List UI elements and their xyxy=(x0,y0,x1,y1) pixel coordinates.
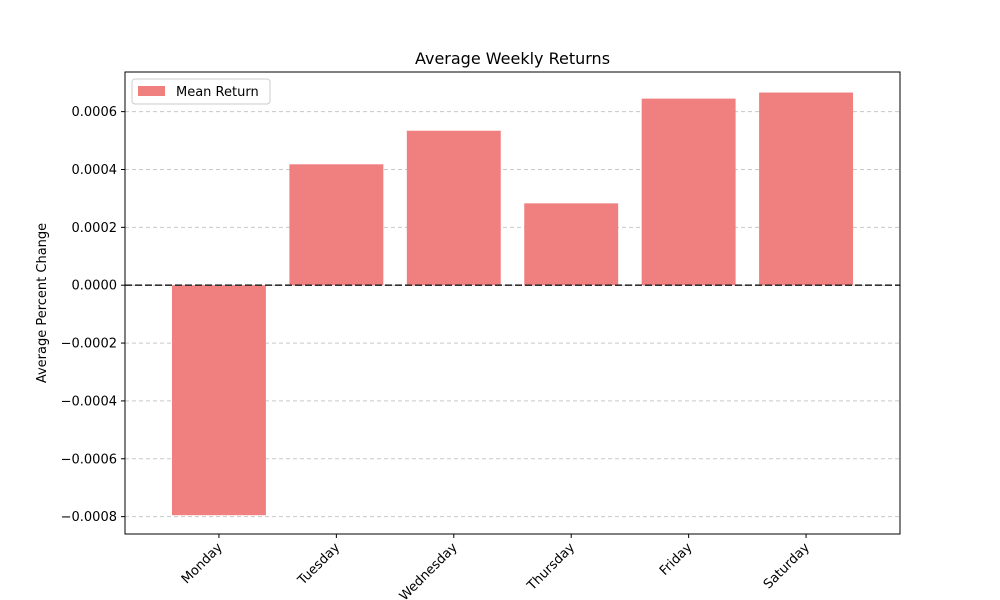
x-tick-label-thursday: Thursday xyxy=(524,540,578,594)
bar-saturday xyxy=(759,92,854,286)
x-tick-label-saturday: Saturday xyxy=(761,540,813,592)
x-axis-ticks: Monday Tuesday Wednesday Thursday Friday Satu… xyxy=(179,534,813,600)
x-tick-label-tuesday: Tuesday xyxy=(294,540,343,589)
bar-monday xyxy=(171,285,266,516)
legend-swatch xyxy=(138,86,165,96)
y-tick-label: −0.0006 xyxy=(61,452,117,467)
y-tick-label: 0.0000 xyxy=(72,279,118,294)
y-tick-label: 0.0006 xyxy=(72,105,118,120)
y-axis-label: Average Percent Change xyxy=(35,223,50,383)
legend: Mean Return xyxy=(131,78,271,105)
bar-thursday xyxy=(524,203,619,286)
bar-friday xyxy=(641,98,736,286)
x-tick-label-wednesday: Wednesday xyxy=(397,540,461,600)
x-tick-label-friday: Friday xyxy=(657,540,696,579)
bar-wednesday xyxy=(406,130,501,286)
y-tick-label: −0.0008 xyxy=(61,510,117,525)
y-tick-label: −0.0002 xyxy=(61,337,117,352)
bars xyxy=(171,92,854,516)
legend-box xyxy=(131,78,271,105)
y-tick-label: −0.0004 xyxy=(61,394,117,409)
x-tick-label-monday: Monday xyxy=(179,540,226,587)
chart-title: Average Weekly Returns xyxy=(415,49,610,68)
bar-tuesday xyxy=(289,164,384,286)
y-axis-ticks: −0.0008 −0.0006 −0.0004 −0.0002 0.0000 0.0002… xyxy=(61,105,125,525)
y-tick-label: 0.0002 xyxy=(72,221,118,236)
plot-area-frame xyxy=(124,71,901,535)
legend-label-mean-return: Mean Return xyxy=(176,85,259,100)
y-tick-label: 0.0004 xyxy=(72,163,118,178)
